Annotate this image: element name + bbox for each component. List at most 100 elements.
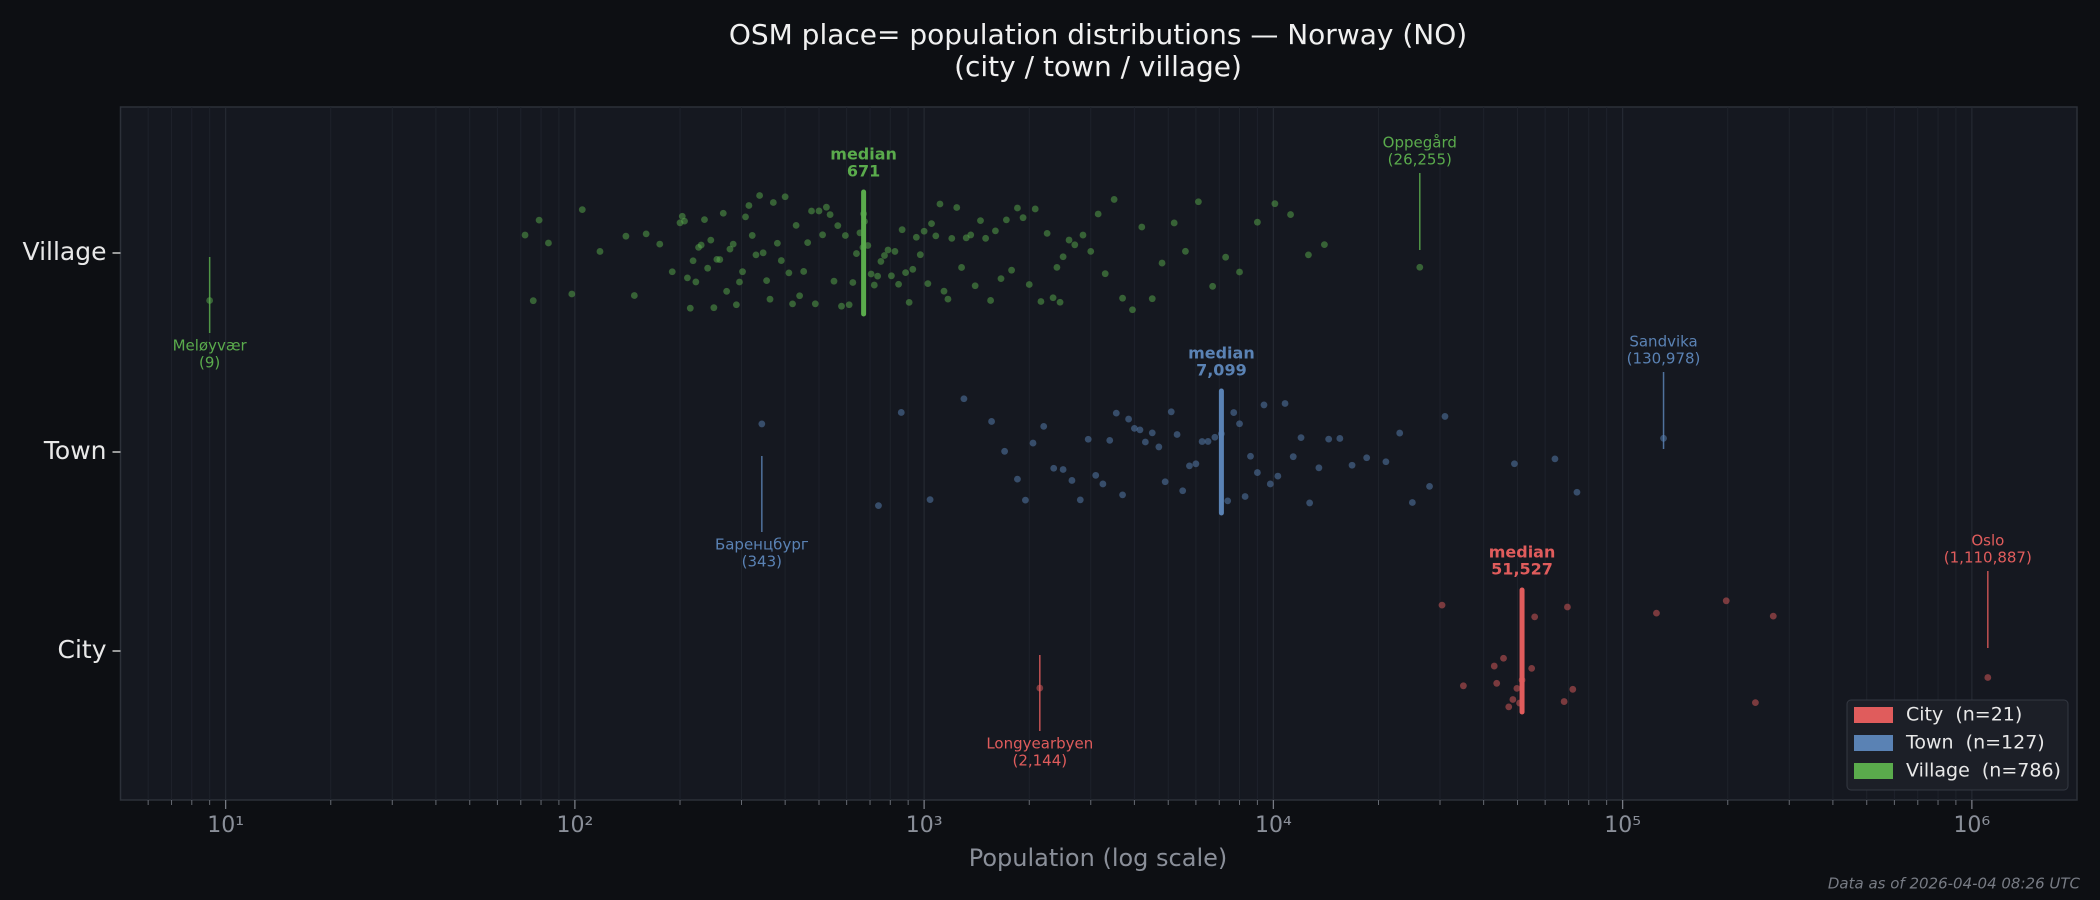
point: [1179, 487, 1187, 495]
point: [769, 199, 777, 206]
point: [1167, 408, 1175, 416]
point: [834, 222, 842, 230]
x-axis-label: Population (log scale): [969, 844, 1228, 872]
point: [1416, 263, 1424, 271]
points: [758, 395, 1667, 510]
point: [1551, 455, 1559, 463]
legend-swatch: [1854, 763, 1893, 779]
point: [948, 234, 956, 242]
points: [206, 192, 1424, 314]
point: [1274, 472, 1282, 480]
point: [1022, 496, 1029, 504]
point: [1130, 424, 1138, 432]
point: [668, 268, 676, 276]
point: [997, 275, 1005, 282]
point: [1148, 429, 1156, 437]
point: [739, 268, 746, 276]
point: [897, 409, 905, 416]
point: [988, 418, 995, 425]
point: [1984, 674, 1992, 681]
point: [1306, 499, 1314, 507]
point: [1037, 298, 1045, 305]
point: [704, 264, 712, 272]
annotation-value: (343): [742, 553, 782, 571]
point: [1106, 436, 1114, 444]
point: [1500, 654, 1507, 662]
point: [1769, 612, 1777, 620]
legend-label: City (n=21): [1906, 704, 2022, 726]
point: [1560, 698, 1568, 705]
point: [622, 232, 630, 240]
point: [1110, 196, 1118, 203]
point: [1043, 229, 1051, 237]
point: [756, 192, 764, 199]
point: [1119, 491, 1126, 499]
point: [686, 304, 694, 312]
point: [758, 420, 766, 428]
annotation-value: (1,110,887): [1944, 549, 2032, 567]
point: [953, 204, 961, 211]
point: [1094, 210, 1102, 218]
point: [891, 248, 899, 255]
point: [1101, 270, 1109, 278]
point: [1112, 409, 1120, 417]
point: [745, 202, 753, 209]
annotation-name: Oslo: [1971, 532, 2004, 550]
point: [1076, 496, 1084, 504]
point: [1087, 247, 1095, 255]
legend-box: [1846, 699, 2069, 791]
legend-swatch: [1854, 707, 1893, 723]
point: [1230, 409, 1238, 416]
x-tick-label: 10²: [556, 813, 593, 838]
point: [1002, 216, 1010, 224]
annotation-name: Sandvika: [1629, 333, 1697, 351]
point: [1092, 471, 1100, 479]
point: [1186, 462, 1193, 470]
point: [971, 282, 979, 290]
point: [992, 227, 999, 235]
point: [853, 250, 860, 257]
point: [895, 280, 902, 288]
point: [958, 264, 965, 271]
point: [1040, 422, 1048, 430]
point: [1281, 400, 1289, 407]
median-text: median: [830, 145, 897, 164]
point: [867, 270, 875, 278]
point: [568, 290, 576, 298]
point: [578, 206, 586, 214]
point: [936, 200, 944, 208]
point: [1148, 295, 1156, 303]
point: [1236, 420, 1243, 428]
point: [1053, 263, 1061, 271]
legend-swatch: [1854, 735, 1893, 751]
point: [1348, 461, 1356, 469]
point: [1001, 447, 1009, 455]
point: [1068, 477, 1076, 484]
point: [789, 300, 796, 308]
point: [1136, 426, 1144, 434]
point: [1099, 480, 1107, 488]
point: [1059, 253, 1067, 261]
point: [710, 304, 718, 312]
point: [1493, 679, 1501, 687]
point: [1573, 488, 1581, 496]
point: [684, 274, 691, 282]
point: [1204, 438, 1212, 445]
point: [521, 231, 529, 239]
median-text: median: [1489, 543, 1556, 562]
point: [1158, 259, 1166, 267]
point: [697, 241, 705, 249]
point: [800, 268, 808, 275]
point: [841, 232, 849, 239]
point: [1211, 433, 1219, 441]
point: [888, 272, 895, 280]
median-value: 671: [847, 162, 880, 181]
footer: Data as of 2026-04-04 08:26 UTC: [1828, 875, 2081, 893]
point: [1653, 609, 1660, 617]
chart-title: OSM place= population distributions — No…: [729, 18, 1467, 51]
point: [777, 257, 785, 264]
point: [1014, 204, 1021, 212]
point: [967, 231, 975, 239]
point: [1287, 211, 1294, 218]
